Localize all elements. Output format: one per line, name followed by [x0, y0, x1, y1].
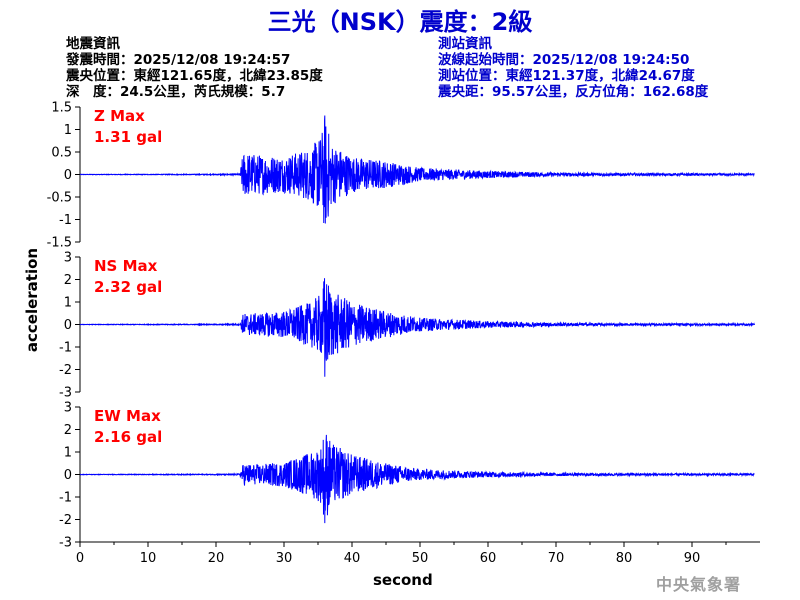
- y-tick-label: -2: [59, 513, 72, 528]
- z-max-label: Z Max 1.31 gal: [94, 106, 162, 148]
- waveform-ns: [79, 278, 755, 377]
- x-axis-label: second: [373, 571, 433, 589]
- z-max-value: 1.31 gal: [94, 128, 163, 146]
- ew-max-label: EW Max 2.16 gal: [94, 406, 162, 448]
- station-info: 測站資訊 波線起始時間：2025/12/08 19:24:50 測站位置：東經1…: [438, 36, 708, 100]
- epicentral-distance: 震央距：95.57公里，反方位角：162.68度: [438, 84, 709, 100]
- y-tick-label: -1: [59, 491, 72, 506]
- y-tick-label: 1: [64, 296, 72, 311]
- y-tick-label: -1: [59, 341, 72, 356]
- agency-watermark: 中央氣象署: [656, 575, 742, 594]
- ns-max-title: NS Max: [94, 257, 158, 275]
- y-tick-label: 3: [64, 401, 72, 416]
- y-tick-label: 1: [64, 446, 72, 461]
- waveform-z: [79, 115, 755, 224]
- z-max-title: Z Max: [94, 107, 145, 125]
- y-tick-label: 2: [64, 273, 72, 288]
- station-info-heading: 測站資訊: [438, 36, 492, 52]
- y-tick-label: -0.5: [47, 191, 72, 206]
- x-tick-label: 20: [208, 551, 225, 566]
- quake-time: 發震時間：2025/12/08 19:24:57: [66, 52, 291, 68]
- x-tick-label: 60: [480, 551, 497, 566]
- x-tick-label: 90: [684, 551, 701, 566]
- ew-max-value: 2.16 gal: [94, 428, 163, 446]
- ns-max-value: 2.32 gal: [94, 278, 163, 296]
- quake-depth: 深 度：24.5公里，芮氏規模：5.7: [66, 84, 286, 100]
- y-tick-label: -1: [59, 213, 72, 228]
- x-tick-label: 70: [548, 551, 565, 566]
- y-tick-label: -3: [59, 386, 72, 401]
- x-tick-label: 80: [616, 551, 633, 566]
- quake-info: 地震資訊 發震時間：2025/12/08 19:24:57 震央位置：東經121…: [66, 36, 323, 100]
- wave-start-time: 波線起始時間：2025/12/08 19:24:50: [438, 52, 690, 68]
- y-tick-label: 0.5: [51, 146, 72, 161]
- waveform-ew: [79, 434, 755, 524]
- y-tick-label: 1.5: [51, 101, 72, 116]
- ew-max-title: EW Max: [94, 407, 161, 425]
- y-tick-label: -3: [59, 536, 72, 551]
- y-tick-label: -1.5: [47, 236, 72, 251]
- quake-epicenter: 震央位置：東經121.65度，北緯23.85度: [66, 68, 323, 84]
- y-tick-label: 0: [64, 168, 72, 183]
- y-tick-label: 3: [64, 251, 72, 266]
- x-tick-label: 10: [140, 551, 157, 566]
- y-tick-label: 0: [64, 468, 72, 483]
- y-tick-label: 0: [64, 318, 72, 333]
- y-tick-label: -2: [59, 363, 72, 378]
- quake-info-heading: 地震資訊: [66, 36, 120, 52]
- ns-max-label: NS Max 2.32 gal: [94, 256, 162, 298]
- chart-title: 三光（NSK）震度：2級: [267, 8, 533, 36]
- x-tick-label: 30: [276, 551, 293, 566]
- x-tick-label: 50: [412, 551, 429, 566]
- y-tick-label: 2: [64, 423, 72, 438]
- y-axis-label: acceleration: [23, 247, 41, 353]
- x-tick-label: 40: [344, 551, 361, 566]
- y-tick-label: 1: [64, 123, 72, 138]
- x-tick-label: 0: [76, 551, 84, 566]
- station-location: 測站位置：東經121.37度，北緯24.67度: [438, 68, 695, 84]
